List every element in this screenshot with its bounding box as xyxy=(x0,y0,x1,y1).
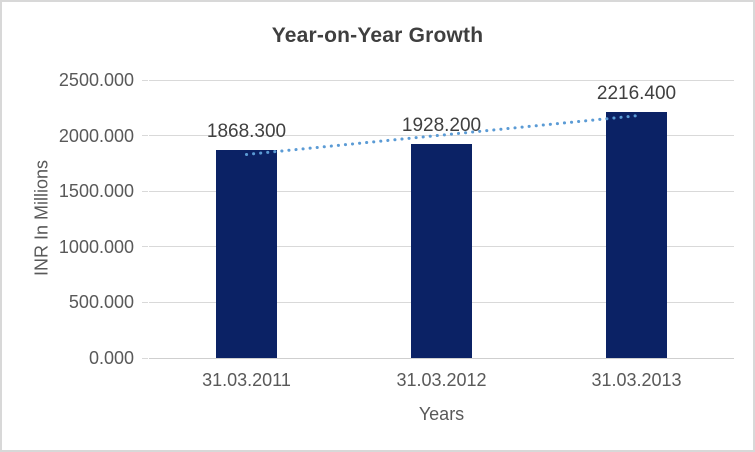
x-category-label: 31.03.2011 xyxy=(202,370,291,390)
y-tick-mark xyxy=(142,190,148,192)
data-label: 1868.300 xyxy=(206,121,287,143)
y-tick-mark xyxy=(142,357,148,359)
gridline xyxy=(149,135,734,137)
y-tick-mark xyxy=(142,301,148,303)
y-tick-mark xyxy=(142,135,148,137)
y-tick-mark xyxy=(142,79,148,81)
data-label: 2216.400 xyxy=(596,82,677,104)
y-tick-label: 1000.000 xyxy=(58,236,134,257)
chart-title: Year-on-Year Growth xyxy=(271,24,484,47)
x-axis-title: Years xyxy=(418,404,465,424)
gridline xyxy=(149,79,734,81)
trendline-layer xyxy=(245,114,638,156)
y-tick-label: 500.000 xyxy=(68,292,134,313)
y-tick-mark xyxy=(142,246,148,248)
y-axis-title: INR In Millions xyxy=(31,159,52,277)
data-label: 1928.200 xyxy=(401,114,482,136)
y-tick-label: 2000.000 xyxy=(58,125,134,146)
y-tick-label: 1500.000 xyxy=(58,181,134,202)
y-tick-label: 0.000 xyxy=(88,348,134,368)
linear-trendline xyxy=(245,114,638,156)
x-category-label: 31.03.2013 xyxy=(591,370,682,390)
bar-31.03.2011 xyxy=(216,150,277,358)
bar-31.03.2012 xyxy=(411,143,472,358)
x-category-label: 31.03.2012 xyxy=(396,370,487,390)
x-axis-line xyxy=(149,357,734,359)
plot-area xyxy=(149,79,734,359)
y-tick-label: 2500.000 xyxy=(58,70,134,90)
bar-31.03.2013 xyxy=(606,111,667,358)
